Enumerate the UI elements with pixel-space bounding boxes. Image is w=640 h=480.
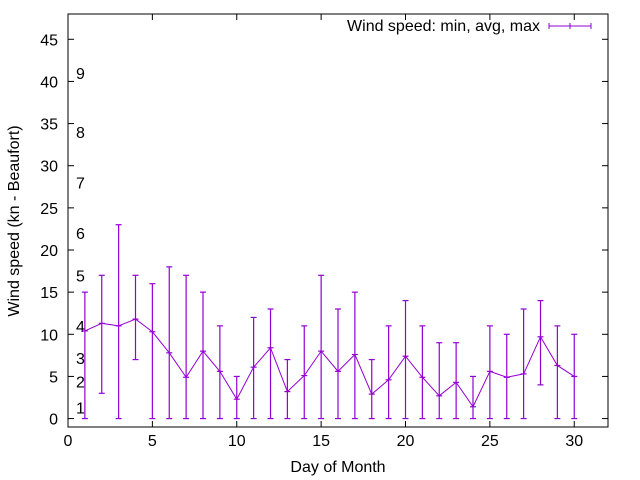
beaufort-label: 4 bbox=[76, 319, 85, 336]
x-tick-label: 25 bbox=[481, 433, 499, 450]
avg-line bbox=[84, 318, 575, 408]
legend: Wind speed: min, avg, max bbox=[347, 18, 592, 35]
legend-label: Wind speed: min, avg, max bbox=[347, 18, 540, 35]
y-tick-label: 45 bbox=[40, 32, 58, 49]
beaufort-label: 7 bbox=[76, 176, 85, 193]
y-tick-label: 0 bbox=[49, 412, 58, 429]
x-tick-label: 5 bbox=[148, 433, 157, 450]
y-tick-label: 30 bbox=[40, 159, 58, 176]
x-tick-label: 30 bbox=[565, 433, 583, 450]
beaufort-label: 8 bbox=[76, 125, 85, 142]
y-tick-label: 35 bbox=[40, 117, 58, 134]
x-tick-label: 10 bbox=[228, 433, 246, 450]
y-tick-label: 15 bbox=[40, 285, 58, 302]
plot-border bbox=[67, 13, 609, 428]
x-tick-label: 15 bbox=[312, 433, 330, 450]
beaufort-label: 6 bbox=[76, 226, 85, 243]
y-tick-label: 40 bbox=[40, 74, 58, 91]
beaufort-label: 2 bbox=[76, 374, 85, 391]
legend-sample bbox=[548, 23, 592, 29]
x-tick-label: 20 bbox=[397, 433, 415, 450]
y-tick-label: 5 bbox=[49, 369, 58, 386]
x-tick-label: 0 bbox=[64, 433, 73, 450]
x-axis-label: Day of Month bbox=[290, 459, 385, 476]
beaufort-label: 3 bbox=[76, 351, 85, 368]
y-axis-label: Wind speed (kn - Beaufort) bbox=[6, 125, 23, 316]
data-marks bbox=[81, 224, 578, 420]
beaufort-label: 1 bbox=[76, 401, 85, 418]
beaufort-label: 9 bbox=[76, 66, 85, 83]
y-tick-label: 10 bbox=[40, 327, 58, 344]
y-tick-label: 25 bbox=[40, 201, 58, 218]
y-tick-label: 20 bbox=[40, 243, 58, 260]
beaufort-label: 5 bbox=[76, 268, 85, 285]
